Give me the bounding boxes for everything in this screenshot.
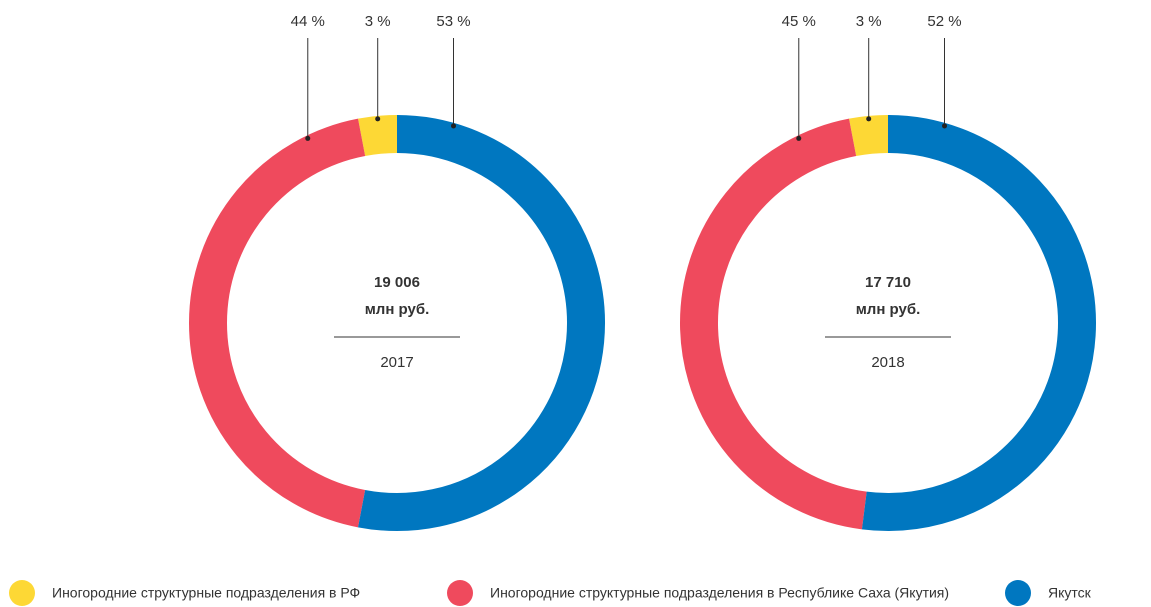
leader-dot	[375, 116, 381, 122]
center-unit: млн руб.	[365, 301, 430, 318]
center-subtitle: 2018	[871, 354, 904, 371]
leader-dot	[451, 123, 457, 129]
center-total: 17 710	[865, 274, 911, 291]
legend-label: Иногородние структурные подразделения в …	[490, 585, 949, 601]
center-unit: млн руб.	[856, 301, 921, 318]
leader-dot	[942, 123, 948, 129]
donut-segment	[358, 115, 398, 157]
value-label: 44 %	[291, 13, 325, 30]
legend-swatch	[447, 580, 473, 606]
center-total: 19 006	[374, 274, 420, 291]
value-label: 3 %	[856, 13, 882, 30]
value-label: 45 %	[782, 13, 816, 30]
value-label: 3 %	[365, 13, 391, 30]
donut-segment	[680, 118, 867, 530]
legend-label: Якутск	[1048, 585, 1092, 601]
donut-segment	[358, 115, 605, 531]
legend-swatch	[1005, 580, 1031, 606]
value-label: 53 %	[436, 13, 470, 30]
donut-segment	[189, 118, 366, 528]
center-subtitle: 2017	[380, 354, 413, 371]
legend-label: Иногородние структурные подразделения в …	[52, 585, 360, 601]
legend-swatch	[9, 580, 35, 606]
donut-segment	[849, 115, 889, 157]
leader-dot	[305, 135, 311, 141]
donut-segment	[861, 115, 1096, 531]
leader-dot	[866, 116, 872, 122]
value-label: 52 %	[927, 13, 961, 30]
leader-dot	[796, 135, 802, 141]
